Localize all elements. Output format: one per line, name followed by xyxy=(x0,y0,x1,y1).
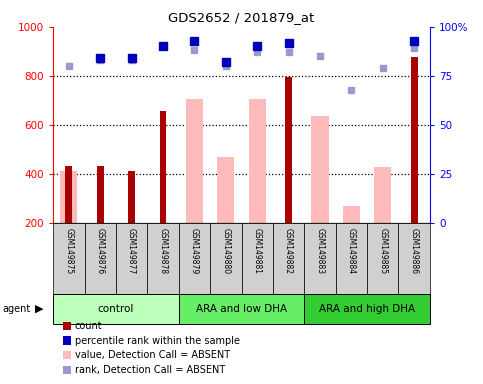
Bar xyxy=(304,294,430,324)
Bar xyxy=(159,111,167,223)
Bar xyxy=(147,223,179,294)
Bar xyxy=(186,99,203,223)
Bar xyxy=(312,116,328,223)
Text: GSM149877: GSM149877 xyxy=(127,228,136,275)
Text: ▶: ▶ xyxy=(35,304,43,314)
Bar xyxy=(374,167,391,223)
Text: GSM149880: GSM149880 xyxy=(221,228,230,275)
Text: agent: agent xyxy=(2,304,30,314)
Bar xyxy=(128,171,135,223)
Bar xyxy=(304,223,336,294)
Bar xyxy=(85,223,116,294)
Text: control: control xyxy=(98,304,134,314)
Text: GSM149882: GSM149882 xyxy=(284,228,293,275)
Text: GSM149878: GSM149878 xyxy=(158,228,168,275)
Bar xyxy=(53,294,179,324)
Bar xyxy=(60,170,77,223)
Bar xyxy=(179,294,304,324)
Bar xyxy=(97,166,104,223)
Bar xyxy=(398,223,430,294)
Bar xyxy=(411,57,418,223)
Bar xyxy=(217,157,234,223)
Text: GSM149875: GSM149875 xyxy=(64,228,73,275)
Bar xyxy=(343,205,360,223)
Text: count: count xyxy=(75,321,102,331)
Text: GSM149876: GSM149876 xyxy=(96,228,105,275)
Bar xyxy=(179,223,210,294)
Text: percentile rank within the sample: percentile rank within the sample xyxy=(75,336,240,346)
Text: value, Detection Call = ABSENT: value, Detection Call = ABSENT xyxy=(75,350,230,360)
Text: GSM149885: GSM149885 xyxy=(378,228,387,275)
Text: GSM149881: GSM149881 xyxy=(253,228,262,275)
Bar xyxy=(367,223,398,294)
Text: rank, Detection Call = ABSENT: rank, Detection Call = ABSENT xyxy=(75,365,225,375)
Text: GSM149879: GSM149879 xyxy=(190,228,199,275)
Bar xyxy=(273,223,304,294)
Text: GSM149884: GSM149884 xyxy=(347,228,356,275)
Bar xyxy=(336,223,367,294)
Text: GSM149883: GSM149883 xyxy=(315,228,325,275)
Title: GDS2652 / 201879_at: GDS2652 / 201879_at xyxy=(169,11,314,24)
Bar xyxy=(285,77,292,223)
Text: ARA and high DHA: ARA and high DHA xyxy=(319,304,415,314)
Bar xyxy=(53,223,85,294)
Bar xyxy=(65,166,72,223)
Text: ARA and low DHA: ARA and low DHA xyxy=(196,304,287,314)
Text: GSM149886: GSM149886 xyxy=(410,228,419,275)
Bar xyxy=(249,99,266,223)
Bar xyxy=(242,223,273,294)
Bar xyxy=(210,223,242,294)
Bar xyxy=(116,223,147,294)
